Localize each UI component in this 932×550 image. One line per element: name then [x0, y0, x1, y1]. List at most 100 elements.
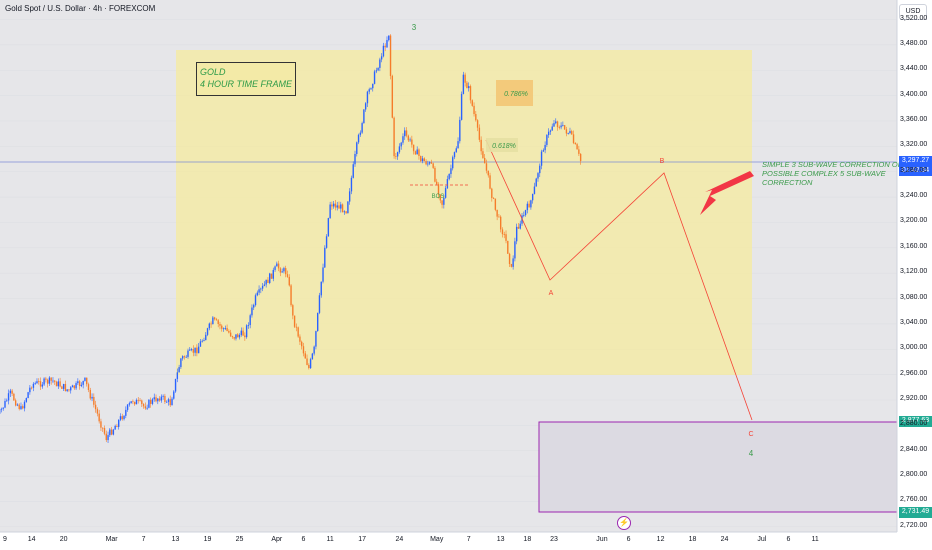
candle-body [382, 45, 385, 57]
candle-body [260, 288, 262, 290]
candle-body [206, 328, 209, 335]
candle-body [546, 135, 548, 145]
currency-selector[interactable]: USD [899, 4, 927, 20]
projection-layer [410, 80, 754, 421]
candle-body [563, 125, 566, 130]
candle-body [338, 205, 340, 209]
candle-body [112, 429, 115, 435]
candle-body [579, 153, 582, 162]
candle-body [379, 59, 381, 68]
candle-body [20, 406, 22, 410]
candle-body [14, 400, 17, 406]
candle-body [39, 381, 42, 387]
candle-body [125, 409, 127, 416]
wave-a-label: A [549, 290, 554, 297]
candle-body [169, 399, 171, 406]
x-tick-label: 6 [786, 536, 791, 543]
title-line-2: 4 HOUR TIME FRAME [200, 79, 293, 89]
candle-body [373, 71, 376, 84]
candle-body [567, 132, 569, 134]
candle-body [555, 121, 557, 124]
title-line-1: GOLD [200, 67, 226, 77]
candle-body [421, 158, 424, 162]
candle-body [235, 334, 237, 339]
candle-body [345, 211, 347, 214]
candle-body [437, 184, 440, 195]
candle-body [411, 139, 413, 145]
candle-body [167, 399, 170, 402]
candle-body [242, 330, 244, 336]
candle-body [320, 281, 322, 296]
candle-body [452, 157, 454, 169]
candle-body [496, 209, 498, 217]
candle-body [464, 74, 466, 83]
candle-body [306, 358, 308, 365]
candle-body [41, 384, 44, 387]
candle-body [126, 404, 129, 410]
x-tick-label: 9 [3, 536, 7, 543]
candle-body [215, 319, 218, 321]
x-tick-label: 17 [358, 536, 367, 543]
candle-body [23, 401, 26, 409]
candle-body [178, 367, 180, 373]
candle-body [181, 356, 184, 359]
candle-body [116, 425, 118, 427]
wave-b-label: B [660, 158, 665, 165]
candle-body [542, 150, 545, 152]
candle-body [558, 127, 561, 128]
candle-body [574, 142, 577, 145]
candle-body [313, 346, 315, 354]
candle-body [208, 323, 211, 329]
candle-body [439, 194, 441, 201]
candle-body [396, 152, 399, 157]
candle-body [434, 167, 436, 182]
y-tick-label: 2,920.00 [900, 395, 928, 402]
candle-body [468, 86, 470, 89]
wave-note: SIMPLE 3 SUB-WAVE CORRECTION OR A POSSIB… [762, 160, 910, 187]
candle-body [54, 380, 56, 382]
candle-body [492, 197, 495, 199]
candle-body [331, 204, 333, 207]
candle-body [55, 381, 58, 387]
candle-body [301, 341, 303, 347]
candle-body [70, 387, 72, 391]
candle-body [441, 200, 443, 205]
y-tick-label: 3,080.00 [900, 293, 928, 301]
candle-body [503, 234, 505, 235]
candle-body [473, 105, 475, 115]
candle-body [455, 148, 457, 153]
candle-body [212, 317, 214, 325]
candle-body [519, 223, 521, 229]
candle-body [316, 312, 319, 332]
candle-body [199, 341, 202, 347]
candle-body [110, 429, 113, 435]
candle-body [535, 178, 537, 187]
candle-body [162, 395, 164, 397]
candle-body [135, 399, 138, 405]
candle-body [217, 320, 219, 324]
candle-body [341, 204, 344, 213]
candle-body [405, 130, 408, 136]
x-tick-label: 7 [466, 536, 471, 543]
candle-body [514, 241, 516, 259]
x-tick-label: Apr [271, 536, 283, 543]
candle-body [256, 292, 258, 296]
candle-body [469, 86, 472, 101]
fib-0618-label: 0.618% [492, 143, 516, 150]
candle-body [73, 385, 75, 389]
candle-body [61, 386, 63, 389]
candle-body [334, 203, 337, 208]
x-tick-label: Jun [596, 536, 608, 543]
candle-body [13, 393, 15, 401]
lightning-icon[interactable]: ⚡ [617, 516, 631, 530]
candle-body [164, 395, 166, 402]
candle-body [196, 347, 198, 354]
candle-body [569, 131, 571, 133]
x-tick-label: Mar [105, 536, 118, 543]
candle-body [400, 142, 402, 147]
candle-body [277, 263, 280, 269]
candle-body [395, 156, 397, 157]
candle-body [43, 378, 45, 385]
candle-body [512, 258, 514, 267]
